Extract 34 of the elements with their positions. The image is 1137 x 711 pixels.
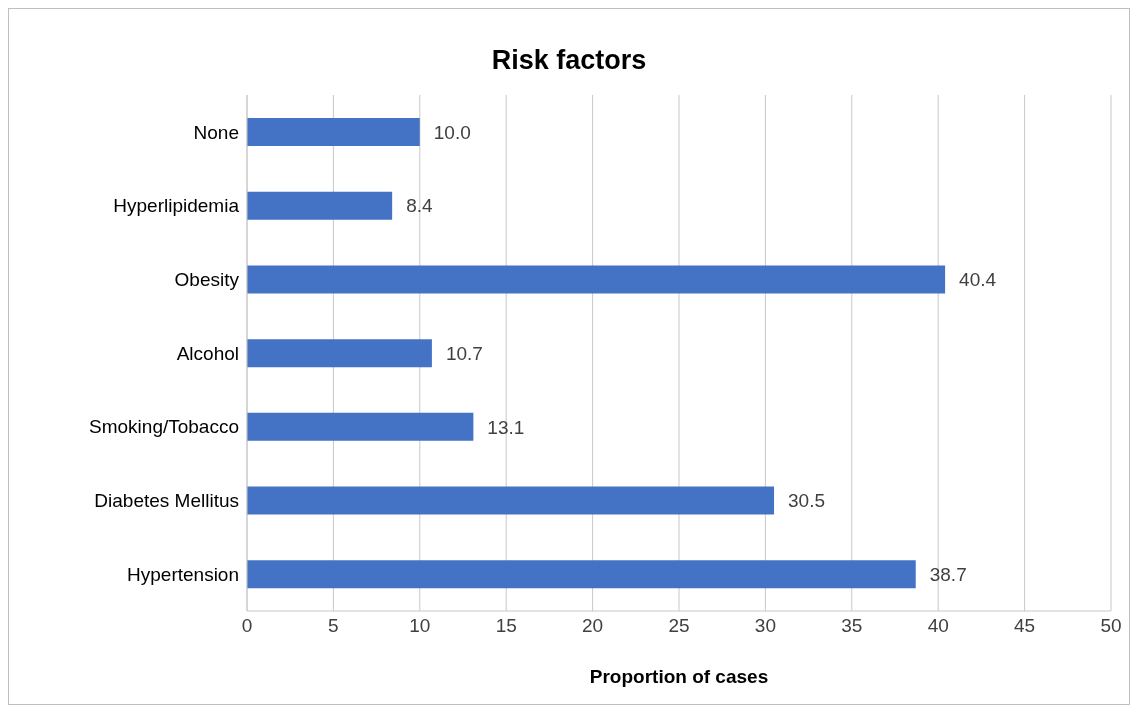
- data-label: 10.7: [445, 342, 483, 364]
- x-tick-label: 30: [754, 615, 776, 637]
- x-tick-label: 40: [927, 615, 949, 637]
- y-tick-label: Smoking/Tobacco: [89, 416, 239, 438]
- bar: [247, 191, 393, 220]
- x-tick-label: 35: [841, 615, 863, 637]
- data-label: 30.5: [788, 490, 826, 512]
- bar: [247, 339, 432, 368]
- data-label: 10.0: [433, 121, 471, 143]
- bar: [247, 412, 474, 441]
- y-tick-label: Alcohol: [176, 342, 239, 364]
- data-label: 40.4: [959, 269, 997, 291]
- x-tick-label: 15: [495, 615, 517, 637]
- x-tick-label: 10: [409, 615, 431, 637]
- y-tick-label: Hypertension: [127, 563, 239, 585]
- data-label: 8.4: [406, 195, 433, 217]
- data-label: 13.1: [487, 416, 525, 438]
- x-tick-label: 25: [668, 615, 690, 637]
- chart-title: Risk factors: [490, 44, 648, 77]
- bar: [247, 118, 420, 146]
- data-label: 38.7: [929, 564, 967, 586]
- y-tick-label: Diabetes Mellitus: [94, 490, 239, 512]
- bar: [247, 265, 946, 294]
- x-tick-label: 5: [328, 615, 339, 637]
- bar: [247, 486, 775, 515]
- y-tick-label: Obesity: [174, 269, 240, 291]
- x-tick-label: 45: [1014, 615, 1036, 637]
- x-tick-label: 20: [582, 615, 604, 637]
- x-tick-label: 50: [1100, 615, 1122, 637]
- x-axis-title: Proportion of cases: [589, 666, 769, 687]
- y-tick-label: None: [193, 121, 239, 143]
- y-tick-label: Hyperlipidemia: [113, 195, 240, 217]
- bar: [247, 560, 916, 589]
- x-tick-label: 0: [241, 615, 253, 637]
